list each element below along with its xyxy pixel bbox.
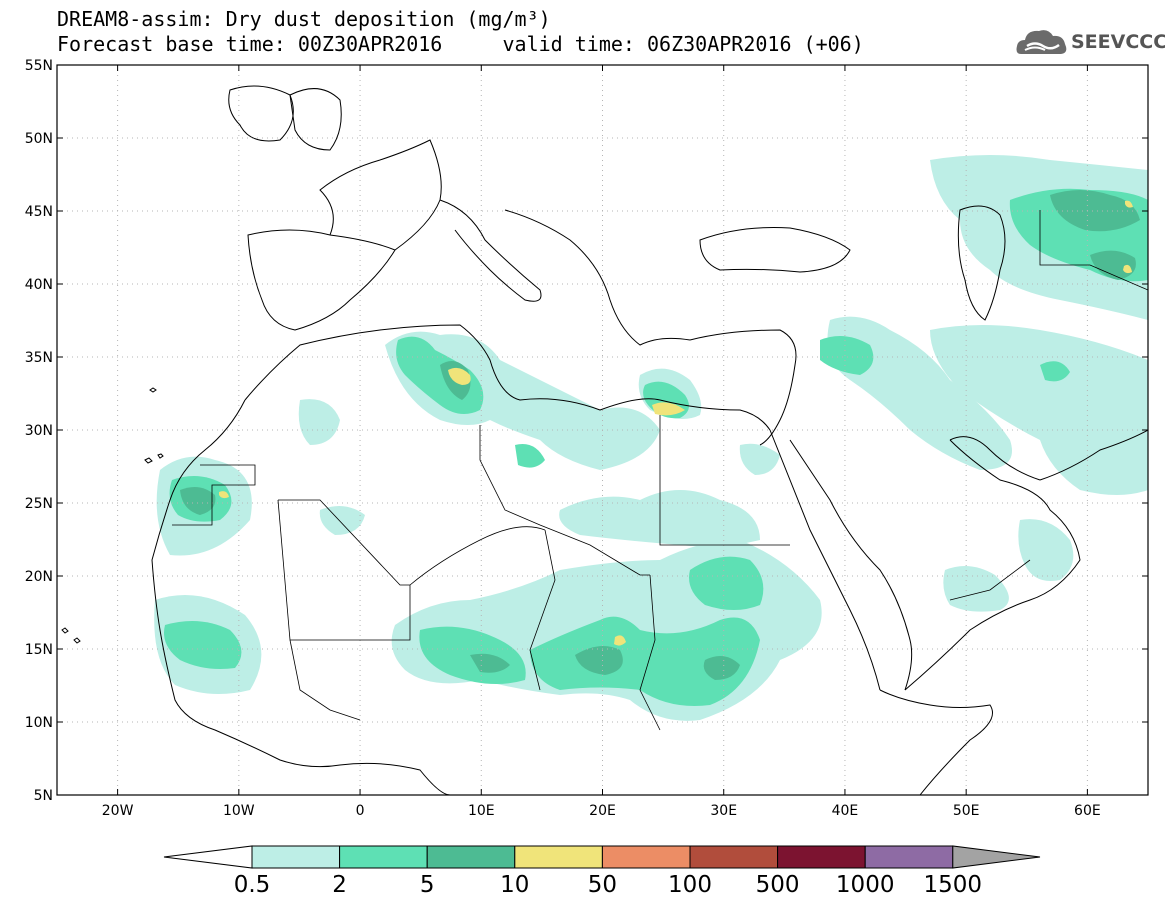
colorbar-labels: 0.5 2 5 10 50 100 500 1000 1500 xyxy=(234,872,982,898)
colorbar-label: 2 xyxy=(332,872,347,898)
lon-tick-label: 10W xyxy=(223,803,255,819)
colorbar-label: 50 xyxy=(588,872,617,898)
lon-tick-label: 10E xyxy=(468,803,495,819)
logo-text: SEEVCCC xyxy=(1071,31,1165,53)
seevccc-logo: SEEVCCC xyxy=(1015,24,1165,60)
colorbar-segment xyxy=(339,845,428,869)
colorbar-label: 0.5 xyxy=(234,872,271,898)
graticule xyxy=(57,65,1148,795)
lat-tick-label: 20N xyxy=(25,569,53,585)
colorbar-over-triangle xyxy=(952,845,1041,869)
colorbar-segment xyxy=(514,845,603,869)
colorbar-segment xyxy=(777,845,866,869)
dust-shading xyxy=(154,155,1148,721)
lat-tick-label: 55N xyxy=(25,58,53,74)
colorbar-label: 10 xyxy=(500,872,529,898)
lat-tick-label: 50N xyxy=(25,131,53,147)
lat-tick-label: 25N xyxy=(25,496,53,512)
lon-tick-label: 0 xyxy=(356,803,365,819)
lon-tick-label: 60E xyxy=(1074,803,1101,819)
lon-tick-label: 50E xyxy=(953,803,980,819)
colorbar-under-triangle xyxy=(163,845,253,869)
lon-tick-label: 40E xyxy=(832,803,859,819)
colorbar-segment xyxy=(601,845,691,869)
cloud-logo-icon xyxy=(1016,30,1067,54)
colorbar-label: 500 xyxy=(756,872,800,898)
colorbar-label: 1000 xyxy=(836,872,895,898)
lon-tick-label: 20W xyxy=(102,803,134,819)
lat-tick-label: 5N xyxy=(34,788,53,804)
lat-tick-label: 15N xyxy=(25,642,53,658)
lat-tick-label: 10N xyxy=(25,715,53,731)
map-subtitle: Forecast base time: 00Z30APR2016 valid t… xyxy=(57,32,864,56)
colorbar-segment xyxy=(864,845,954,869)
colorbar-segment xyxy=(251,845,341,869)
colorbar-label: 1500 xyxy=(924,872,983,898)
lat-tick-label: 35N xyxy=(25,350,53,366)
lat-tick-label: 40N xyxy=(25,277,53,293)
colorbar-label: 100 xyxy=(668,872,712,898)
lon-tick-label: 30E xyxy=(710,803,737,819)
coastlines xyxy=(61,85,1148,795)
lon-tick-label: 20E xyxy=(589,803,616,819)
lat-tick-label: 45N xyxy=(25,204,53,220)
map-title: DREAM8-assim: Dry dust deposition (mg/m³… xyxy=(57,7,551,31)
longitude-axis: 20W 10W 0 10E 20E 30E 40E 50E 60E xyxy=(102,65,1101,819)
country-borders xyxy=(172,210,1148,731)
latitude-axis: 55N 50N 45N 40N 35N 30N 25N 20N 15N 10N 5N xyxy=(25,58,1148,804)
colorbar-segment xyxy=(426,845,516,869)
colorbar-segment xyxy=(689,845,779,869)
lat-tick-label: 30N xyxy=(25,423,53,439)
colorbar-label: 5 xyxy=(420,872,435,898)
colorbar xyxy=(163,845,1041,869)
